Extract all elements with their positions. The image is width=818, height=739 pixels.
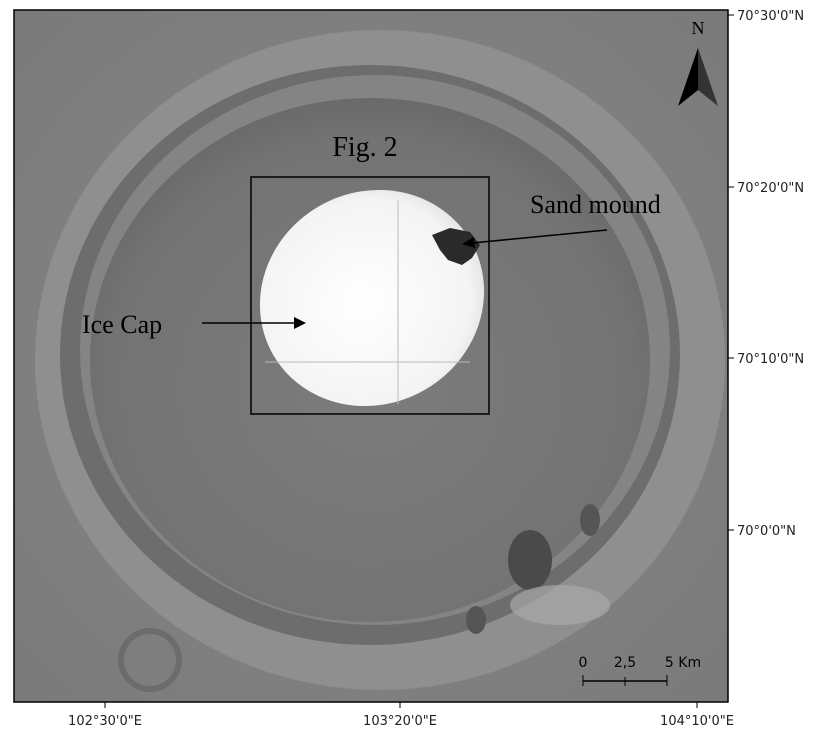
latitude-label: 70°20'0"N — [737, 181, 804, 196]
latitude-label: 70°10'0"N — [737, 352, 804, 367]
scale-label: 5 Km — [665, 655, 701, 671]
scale-label: 2,5 — [614, 655, 636, 671]
map-frame — [13, 9, 729, 703]
ice-cap-label: Ice Cap — [82, 310, 162, 339]
longitude-label: 102°30'0"E — [68, 714, 142, 729]
satellite-image — [14, 10, 728, 702]
figure-label: Fig. 2 — [332, 132, 397, 163]
north-arrow: N — [678, 18, 718, 106]
scale-bar: 0 2,5 5 Km — [579, 655, 701, 686]
longitude-label: 103°20'0"E — [363, 714, 437, 729]
north-label: N — [692, 18, 705, 38]
sand-mound-arrow — [471, 229, 608, 244]
latitude-label: 70°30'0"N — [737, 9, 804, 24]
arrow-head — [462, 237, 475, 248]
latitude-axis: 70°30'0"N 70°20'0"N 70°10'0"N 70°0'0"N — [728, 9, 804, 539]
scale-label: 0 — [579, 655, 588, 671]
arrow-head — [294, 317, 306, 329]
longitude-label: 104°10'0"E — [660, 714, 734, 729]
longitude-axis: 102°30'0"E 103°20'0"E 104°10'0"E — [68, 702, 734, 729]
figure-box — [250, 176, 490, 415]
sand-mound-label: Sand mound — [530, 190, 661, 219]
latitude-label: 70°0'0"N — [737, 524, 796, 539]
